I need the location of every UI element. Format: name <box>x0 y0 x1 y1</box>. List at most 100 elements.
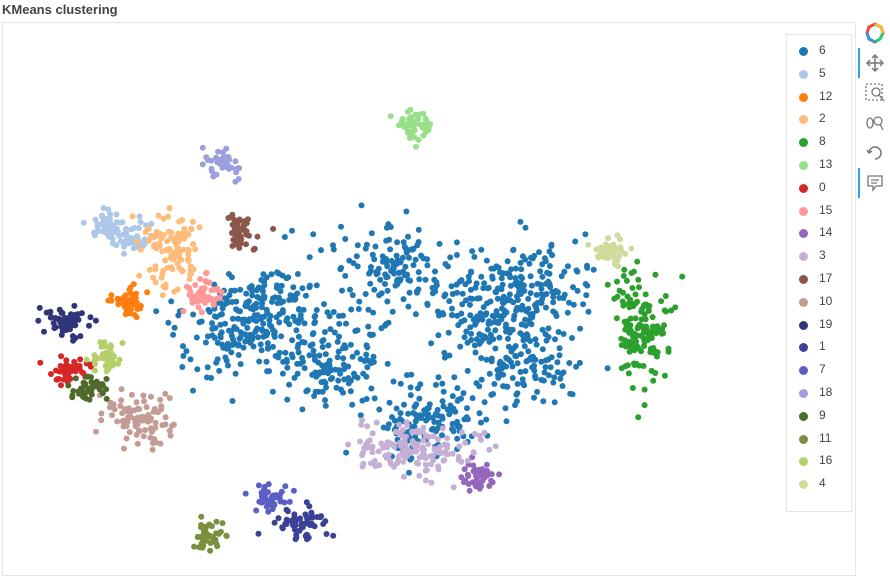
point-11 <box>201 523 208 530</box>
point-9 <box>69 394 76 401</box>
legend-item-4[interactable]: 4 <box>787 475 851 495</box>
point-6 <box>369 331 376 338</box>
legend-item-7[interactable]: 7 <box>787 361 851 381</box>
scatter-plot[interactable] <box>3 23 855 575</box>
plot-area[interactable] <box>2 22 856 576</box>
box-zoom-icon[interactable] <box>864 82 886 104</box>
hover-icon[interactable] <box>858 168 886 198</box>
point-13 <box>405 108 411 115</box>
point-3 <box>436 444 443 451</box>
series-1 <box>255 499 337 543</box>
point-3 <box>400 458 407 465</box>
legend-item-12[interactable]: 12 <box>787 88 851 108</box>
point-11 <box>196 544 203 551</box>
series-11 <box>191 513 230 554</box>
point-16 <box>110 359 117 366</box>
point-6 <box>245 298 252 305</box>
point-13 <box>406 135 413 142</box>
point-10 <box>143 404 150 411</box>
point-5 <box>109 235 116 242</box>
point-5 <box>80 219 87 226</box>
point-12 <box>120 294 127 301</box>
point-2 <box>152 279 159 286</box>
point-6 <box>390 378 397 385</box>
point-11 <box>210 538 217 545</box>
point-1 <box>303 514 310 521</box>
legend-label: 16 <box>819 453 833 468</box>
point-6 <box>301 365 308 372</box>
point-6 <box>463 328 470 335</box>
point-6 <box>255 334 262 341</box>
point-6 <box>369 358 376 365</box>
legend-item-17[interactable]: 17 <box>787 270 851 290</box>
pan-icon[interactable] <box>858 48 886 78</box>
point-6 <box>523 358 530 365</box>
point-6 <box>202 339 209 346</box>
point-6 <box>569 391 576 398</box>
legend-item-11[interactable]: 11 <box>787 430 851 450</box>
point-14 <box>466 487 473 494</box>
point-17 <box>242 229 249 235</box>
point-6 <box>543 291 550 297</box>
point-9 <box>76 390 82 397</box>
point-6 <box>242 303 249 309</box>
point-4 <box>593 246 600 253</box>
point-6 <box>424 262 431 269</box>
point-6 <box>506 291 513 298</box>
point-11 <box>215 530 222 537</box>
point-6 <box>498 275 505 282</box>
legend-item-3[interactable]: 3 <box>787 247 851 267</box>
legend-item-16[interactable]: 16 <box>787 452 851 472</box>
point-13 <box>408 129 415 136</box>
point-8 <box>634 258 641 265</box>
point-6 <box>293 327 300 334</box>
point-6 <box>517 218 524 225</box>
legend-item-6[interactable]: 6 <box>787 42 851 62</box>
wheel-zoom-icon[interactable] <box>864 112 886 134</box>
point-6 <box>459 290 466 297</box>
legend-item-1[interactable]: 1 <box>787 338 851 358</box>
point-10 <box>126 429 133 436</box>
legend-item-8[interactable]: 8 <box>787 133 851 153</box>
point-6 <box>321 329 328 335</box>
legend-item-13[interactable]: 13 <box>787 156 851 176</box>
point-6 <box>449 426 455 432</box>
point-6 <box>554 369 561 376</box>
point-6 <box>322 397 328 404</box>
point-6 <box>472 349 479 356</box>
legend-item-0[interactable]: 0 <box>787 179 851 199</box>
reset-icon[interactable] <box>864 142 886 164</box>
point-6 <box>168 298 175 305</box>
point-6 <box>439 398 446 405</box>
bokeh-logo-icon[interactable] <box>864 22 886 44</box>
point-6 <box>500 270 506 277</box>
point-6 <box>550 299 557 306</box>
point-4 <box>614 232 621 239</box>
legend-item-5[interactable]: 5 <box>787 65 851 85</box>
legend-item-9[interactable]: 9 <box>787 407 851 427</box>
point-6 <box>286 297 293 303</box>
point-10 <box>153 439 160 446</box>
point-6 <box>331 329 338 336</box>
legend-item-10[interactable]: 10 <box>787 293 851 313</box>
point-6 <box>261 282 268 289</box>
legend-swatch <box>799 229 808 239</box>
legend-item-15[interactable]: 15 <box>787 202 851 222</box>
legend-item-14[interactable]: 14 <box>787 224 851 244</box>
point-6 <box>407 384 414 391</box>
legend-item-18[interactable]: 18 <box>787 384 851 404</box>
point-6 <box>368 264 374 270</box>
point-6 <box>321 301 327 308</box>
point-6 <box>536 249 542 256</box>
point-6 <box>538 376 545 383</box>
point-15 <box>192 282 199 288</box>
legend-item-2[interactable]: 2 <box>787 110 851 130</box>
legend-swatch <box>799 366 808 376</box>
point-8 <box>636 284 642 291</box>
point-4 <box>594 253 601 260</box>
point-6 <box>488 358 495 365</box>
point-2 <box>160 215 167 222</box>
point-19 <box>70 337 77 344</box>
point-7 <box>290 487 297 494</box>
legend-item-19[interactable]: 19 <box>787 316 851 336</box>
